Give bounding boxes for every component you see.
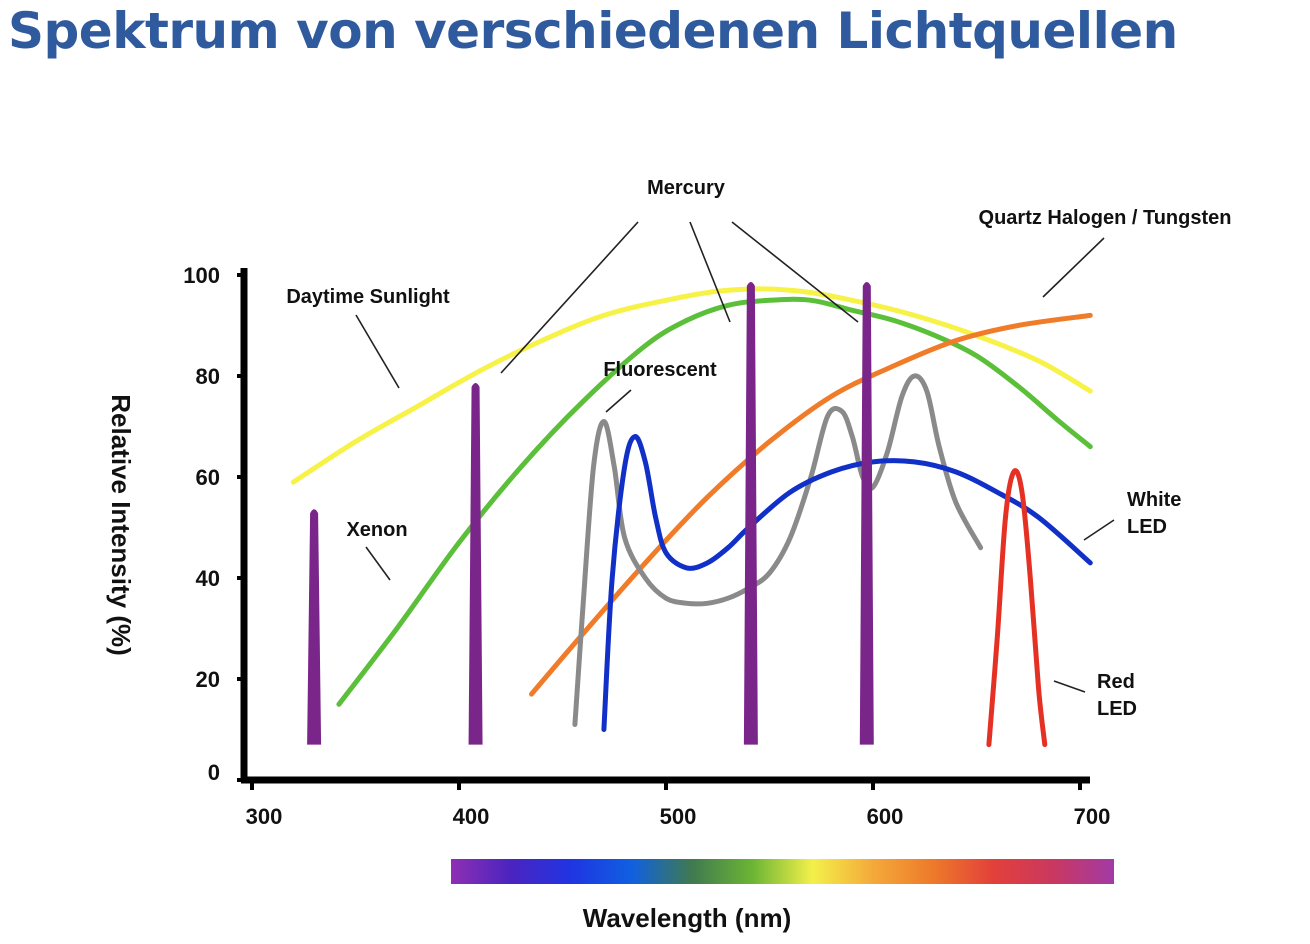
series-daytime-sunlight: [290, 286, 1093, 485]
red-led-leader: [1053, 680, 1086, 693]
y-axis-title: Relative Intensity (%): [106, 394, 136, 656]
page-title: Spektrum von verschiedenen Lichtquellen: [8, 2, 1178, 60]
series-red-led: [986, 468, 1048, 748]
white-led-leader: [1083, 519, 1115, 541]
series-fluorescent: [572, 373, 984, 727]
x-tick-label-500: 500: [660, 804, 697, 829]
sunlight-leader: [355, 314, 400, 389]
label-red-led: Red LED: [1097, 671, 1137, 720]
x-tick-label-300: 300: [246, 804, 283, 829]
mercury-leader-2: [689, 221, 731, 323]
y-tick-label-100: 100: [183, 263, 220, 288]
label-quartz-halogen-tungsten: Quartz Halogen / Tungsten: [979, 207, 1232, 229]
label-fluorescent: Fluorescent: [603, 359, 717, 381]
x-axis-title: Wavelength (nm): [583, 903, 791, 933]
annotation-lines: [355, 221, 1115, 693]
y-tick-label-60: 60: [196, 465, 220, 490]
fluorescent-leader: [605, 389, 632, 413]
y-tick-label-40: 40: [196, 566, 220, 591]
wavelength-colorbar: [451, 859, 1114, 884]
y-tick-label-0: 0: [208, 760, 220, 785]
x-tick-label-700: 700: [1074, 804, 1111, 829]
mercury-spike-597: [859, 282, 874, 745]
halogen-leader: [1042, 237, 1105, 298]
mercury-spike-541: [743, 282, 758, 745]
series-layer: [290, 282, 1093, 748]
mercury-leader-3: [731, 221, 859, 323]
label-daytime-sunlight: Daytime Sunlight: [286, 286, 450, 308]
series-quartz-halogen-tungsten: [529, 312, 1093, 697]
mercury-leader-1: [500, 221, 639, 374]
label-mercury: Mercury: [647, 177, 726, 199]
mercury-spike-408: [468, 383, 483, 745]
ticks-layer: 300 400 500 600 700 0 20 40 60 80 100: [183, 263, 1110, 829]
mercury-spike-330: [307, 509, 322, 745]
xenon-leader: [365, 546, 391, 581]
x-tick-label-400: 400: [453, 804, 490, 829]
label-xenon: Xenon: [346, 519, 407, 541]
label-white-led: White LED: [1127, 489, 1181, 538]
y-tick-label-20: 20: [196, 667, 220, 692]
series-white-led: [601, 434, 1093, 732]
y-tick-label-80: 80: [196, 364, 220, 389]
annotation-labels: Mercury Quartz Halogen / Tungsten Daytime …: [286, 177, 1231, 720]
x-tick-label-600: 600: [867, 804, 904, 829]
